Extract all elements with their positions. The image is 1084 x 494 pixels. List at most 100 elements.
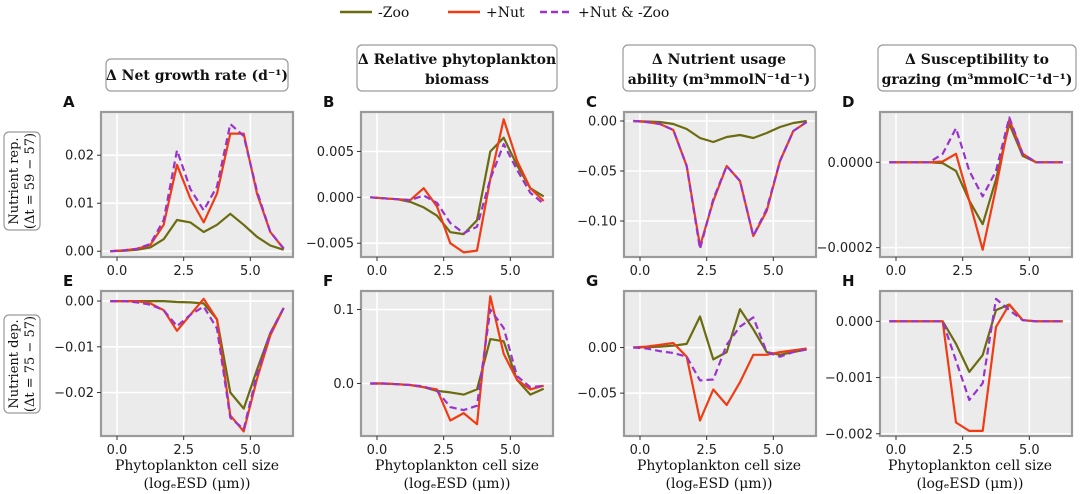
panel-E-xtick-label-2: 5.0	[240, 443, 261, 458]
panel-H-ytick-label-1: −0.001	[825, 371, 873, 386]
panel-F-letter: F	[323, 272, 333, 290]
panel-H-frame	[878, 289, 1074, 438]
panel-E-series-nut	[110, 297, 285, 433]
panel-C: 0.00 −0.05 −0.10 0.0 2.5 5.0 C	[577, 93, 818, 279]
panel-A-frame	[99, 110, 295, 259]
panel-D-letter: D	[842, 93, 854, 111]
panel-H-ytick-label-2: −0.002	[825, 427, 873, 442]
x-label-4-line2: (logₑESD (μm))	[917, 476, 1024, 492]
row-label-1-line1: Nutrient rep.	[7, 137, 22, 224]
panel-B: −0.005 0.000 0.005 0.0 2.5 5.0 B	[306, 93, 555, 279]
legend-nut-label: +Nut	[486, 5, 525, 21]
panel-E-letter: E	[63, 272, 73, 290]
panel-A-letter: A	[63, 93, 75, 111]
panel-C-ytick-label-1: −0.05	[577, 165, 617, 180]
legend-both-label: +Nut & -Zoo	[578, 5, 669, 21]
panel-A-ytick-label-2: 0.02	[65, 149, 94, 164]
panel-G-xtick-label-0: 0.0	[630, 443, 651, 458]
x-label-2-line2: (logₑESD (μm))	[404, 476, 511, 492]
panel-F: 0.0 0.1 0.0 2.5 5.0 F	[323, 272, 555, 458]
panel-E-xtick-label-1: 2.5	[173, 443, 194, 458]
panel-C-series-both	[633, 119, 808, 251]
panel-C-xtick-label-1: 2.5	[696, 264, 717, 279]
x-label-1-line1: Phytoplankton cell size	[115, 458, 279, 474]
panel-B-background	[361, 112, 553, 257]
panel-C-frame	[622, 110, 818, 259]
panel-A-ytick-label-0: 0.00	[65, 245, 94, 260]
panel-G-ytick-label-0: 0.00	[588, 341, 617, 356]
panel-G-xtick-label-2: 5.0	[763, 443, 784, 458]
panel-B-letter: B	[323, 93, 334, 111]
panel-D: 0.0000 −0.0002 0.0 2.5 5.0 D	[817, 93, 1074, 279]
panel-F-xtick-label-0: 0.0	[367, 443, 388, 458]
panel-H-xtick-label-1: 2.5	[952, 443, 973, 458]
column-title-3: Δ Nutrient usage ability (m³mmolN⁻¹d⁻¹)	[622, 44, 816, 92]
panel-E-ytick-label-1: −0.01	[54, 340, 94, 355]
column-title-4-line2: grazing (m³mmolC⁻¹d⁻¹)	[882, 72, 1073, 88]
panel-A: 0.00 0.01 0.02 0.0 2.5 5.0 A	[63, 93, 295, 279]
panel-D-series-both	[889, 116, 1063, 198]
panel-B-xtick-label-2: 5.0	[500, 264, 521, 279]
panel-F-series-both	[370, 308, 544, 412]
panel-H-series-both	[889, 297, 1063, 402]
column-title-3-line1: Δ Nutrient usage	[652, 52, 786, 68]
panel-C-ytick-label-2: −0.10	[577, 215, 617, 230]
x-label-4-line1: Phytoplankton cell size	[888, 458, 1052, 474]
panel-B-ytick-label-1: 0.000	[317, 191, 354, 206]
panel-E-background	[101, 291, 293, 436]
panel-C-letter: C	[586, 93, 597, 111]
x-label-1-line2: (logₑESD (μm))	[144, 476, 251, 492]
panel-G-frame	[622, 289, 818, 438]
panel-E: 0.00 −0.01 −0.02 0.0 2.5 5.0 E	[54, 272, 295, 458]
panel-E-ytick-label-2: −0.02	[54, 386, 94, 401]
panel-H-ytick-label-0: 0.000	[836, 315, 873, 330]
panel-A-series-zoo	[110, 212, 285, 253]
panel-A-xtick-label-0: 0.0	[107, 264, 128, 279]
column-title-2-line2: biomass	[425, 72, 489, 88]
panel-A-series-both	[110, 122, 285, 253]
panel-A-xtick-label-2: 5.0	[240, 264, 261, 279]
panel-G-series-nut	[633, 341, 807, 422]
row-label-2-line2: (Δt = 75 − 57)	[23, 316, 38, 412]
column-title-1: Δ Net growth rate (d⁻¹)	[105, 58, 289, 92]
panel-F-ytick-label-0: 0.0	[333, 377, 354, 392]
panel-B-ytick-label-0: −0.005	[306, 237, 354, 252]
panel-B-xtick-label-0: 0.0	[367, 264, 388, 279]
panel-D-ytick-label-0: 0.0000	[828, 156, 874, 171]
panel-D-xtick-label-0: 0.0	[886, 264, 907, 279]
panel-F-frame	[359, 289, 555, 438]
panel-C-series-zoo	[633, 119, 807, 144]
panel-B-series-both	[370, 143, 545, 235]
x-label-3-line2: (logₑESD (μm))	[666, 476, 773, 492]
column-title-3-line2: ability (m³mmolN⁻¹d⁻¹)	[628, 72, 810, 88]
panel-E-ytick-label-0: 0.00	[65, 295, 94, 310]
column-title-1-line1: Δ Net growth rate (d⁻¹)	[106, 68, 288, 84]
x-label-2-line1: Phytoplankton cell size	[375, 458, 539, 474]
panel-F-xtick-label-1: 2.5	[433, 443, 454, 458]
panel-B-ytick-label-2: 0.005	[317, 145, 354, 160]
panel-G: 0.00 −0.05 0.0 2.5 5.0 G	[577, 272, 818, 458]
panel-G-xtick-label-1: 2.5	[696, 443, 717, 458]
row-label-2-line1: Nutrient dep.	[7, 319, 22, 408]
panel-G-series-zoo	[633, 308, 807, 361]
column-title-2-line1: Δ Relative phytoplankton	[358, 52, 556, 68]
x-label-3-line1: Phytoplankton cell size	[637, 458, 801, 474]
column-title-4-line1: Δ Susceptibility to	[905, 52, 1049, 68]
panel-G-series-both	[633, 316, 807, 382]
panel-F-ytick-label-1: 0.1	[333, 303, 354, 318]
panel-F-background	[361, 291, 553, 436]
panel-B-frame	[359, 110, 555, 259]
panel-H-xtick-label-0: 0.0	[886, 443, 907, 458]
legend: -Zoo +Nut +Nut & -Zoo	[340, 5, 669, 21]
row-label-1: Nutrient rep. (Δt = 59 − 57)	[3, 131, 41, 231]
panel-F-xtick-label-2: 5.0	[500, 443, 521, 458]
panel-H: 0.000 −0.001 −0.002 0.0 2.5 5.0 H	[825, 272, 1074, 458]
panel-A-ytick-label-1: 0.01	[65, 197, 94, 212]
row-label-1-line2: (Δt = 59 − 57)	[23, 133, 38, 229]
panel-D-xtick-label-2: 5.0	[1019, 264, 1040, 279]
panel-H-letter: H	[842, 272, 855, 290]
x-axis-labels: Phytoplankton cell size (logₑESD (μm)) P…	[115, 458, 1052, 492]
panel-A-xtick-label-1: 2.5	[173, 264, 194, 279]
panel-D-xtick-label-1: 2.5	[952, 264, 973, 279]
